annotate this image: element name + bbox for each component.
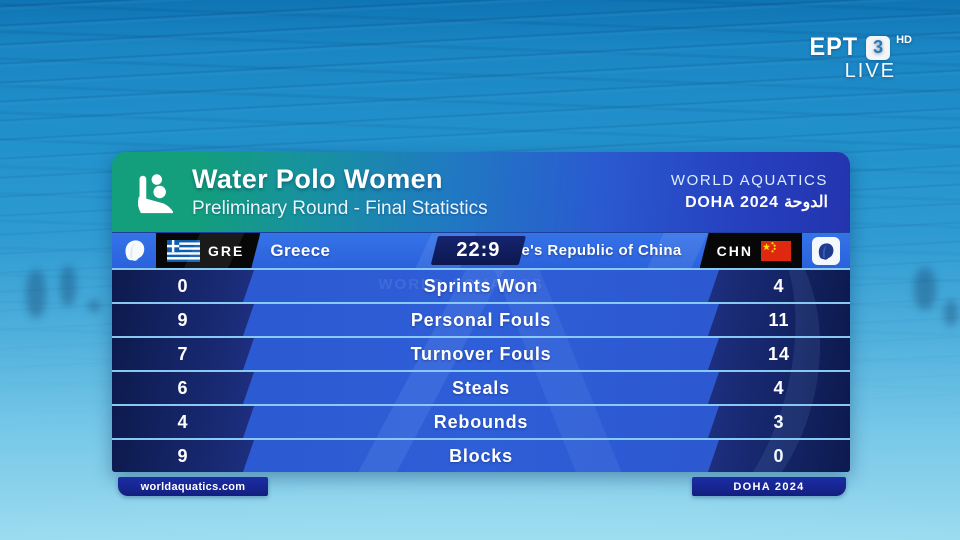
stat-row-blocks: 9 Blocks 0 xyxy=(112,438,850,472)
away-team-group: People's Republic of China CHN xyxy=(478,233,850,268)
blue-water-polo-cap-icon xyxy=(812,236,840,265)
stat-row-sprints-won: 0 Sprints Won 4 xyxy=(112,268,850,302)
swimmer-silhouette xyxy=(60,266,76,306)
stat-label: Blocks xyxy=(449,445,513,466)
event-branding: WORLD AQUATICS DOHA 2024 الدوحة xyxy=(671,172,850,212)
home-value: 0 xyxy=(112,270,254,302)
stat-label: Personal Fouls xyxy=(410,309,552,330)
stat-row-steals: 6 Steals 4 xyxy=(112,370,850,404)
china-flag-icon xyxy=(761,240,791,261)
panel-header: Water Polo Women Preliminary Round - Fin… xyxy=(112,152,850,232)
event-tag: DOHA 2024 xyxy=(692,477,846,496)
swimmer-silhouette xyxy=(944,300,958,326)
hd-badge: HD xyxy=(896,34,912,46)
greece-flag-icon xyxy=(167,240,200,262)
home-value: 9 xyxy=(112,304,254,336)
stat-label: Sprints Won xyxy=(423,275,539,296)
stat-row-turnover-fouls: 7 Turnover Fouls 14 xyxy=(112,336,850,370)
page-title: Water Polo Women xyxy=(192,164,443,194)
home-team-name: Greece xyxy=(270,240,331,260)
home-team-tag: GRE xyxy=(156,233,260,268)
website-tag: worldaquatics.com xyxy=(118,477,268,496)
score-box: 22:9 xyxy=(430,236,526,265)
channel-number-badge: 3 xyxy=(866,35,891,60)
home-value: 6 xyxy=(112,372,254,404)
statistics-panel: Water Polo Women Preliminary Round - Fin… xyxy=(112,152,850,472)
home-value: 9 xyxy=(112,440,254,472)
channel-logo: EPT 3 HD xyxy=(808,33,912,62)
stat-label: Steals xyxy=(452,377,510,398)
stat-row-personal-fouls: 9 Personal Fouls 11 xyxy=(112,302,850,336)
white-water-polo-cap-icon xyxy=(125,240,145,261)
stat-row-rebounds: 4 Rebounds 3 xyxy=(112,404,850,438)
team-score-row: GRE Greece 22:9 People's Republic of Chi… xyxy=(112,232,850,268)
organization-name: WORLD AQUATICS xyxy=(670,172,828,189)
swimmer-silhouette xyxy=(26,270,46,318)
score-value: 22:9 xyxy=(456,239,501,261)
away-value: 4 xyxy=(708,372,850,404)
home-value: 4 xyxy=(112,406,254,438)
live-badge: LIVE xyxy=(844,60,896,82)
channel-name: EPT xyxy=(810,33,859,61)
away-value: 14 xyxy=(708,338,850,370)
header-text: Water Polo Women Preliminary Round - Fin… xyxy=(192,164,488,220)
away-team-name: People's Republic of China xyxy=(478,242,682,259)
page-subtitle: Preliminary Round - Final Statistics xyxy=(192,198,488,219)
event-name: DOHA 2024 الدوحة xyxy=(685,194,828,211)
away-value: 3 xyxy=(708,406,850,438)
home-value: 7 xyxy=(112,338,254,370)
away-value: 11 xyxy=(708,304,850,336)
away-team-tag: CHN xyxy=(699,233,802,268)
swimmer-silhouette xyxy=(88,300,100,312)
away-value: 0 xyxy=(708,440,850,472)
stat-label: Turnover Fouls xyxy=(410,343,552,364)
water-polo-player-icon xyxy=(112,169,192,215)
away-value: 4 xyxy=(708,270,850,302)
home-team-code: GRE xyxy=(208,242,245,259)
away-team-code: CHN xyxy=(716,242,753,259)
stats-table: 0 Sprints Won 4 9 Personal Fouls 11 7 Tu… xyxy=(112,268,850,472)
swimmer-silhouette xyxy=(914,268,936,310)
stat-label: Rebounds xyxy=(433,411,529,432)
